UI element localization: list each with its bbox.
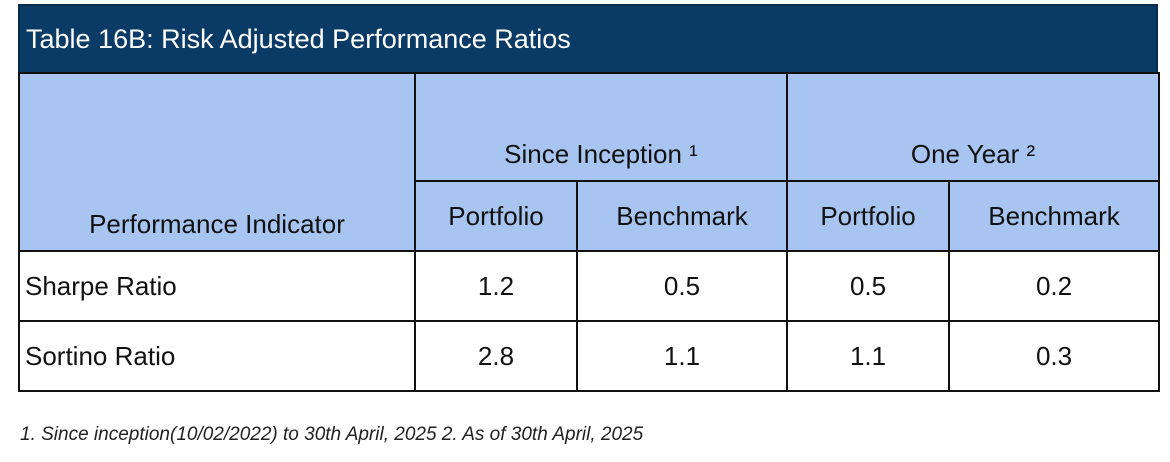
table-cell: 2.8 bbox=[414, 320, 578, 392]
header-since-inception: Since Inception ¹ bbox=[413, 72, 789, 182]
header-portfolio: Portfolio bbox=[414, 180, 578, 252]
header-benchmark: Benchmark bbox=[948, 180, 1161, 252]
table-cell: 0.5 bbox=[786, 250, 951, 322]
header-portfolio: Portfolio bbox=[786, 180, 951, 252]
table-cell: 0.5 bbox=[575, 250, 789, 322]
table-cell: 1.1 bbox=[575, 320, 789, 392]
table-title: Table 16B: Risk Adjusted Performance Rat… bbox=[18, 4, 1158, 72]
performance-table-container: Table 16B: Risk Adjusted Performance Rat… bbox=[18, 4, 1161, 392]
footnote: 1. Since inception(10/02/2022) to 30th A… bbox=[20, 424, 644, 445]
ratios-table: Performance Indicator Since Inception ¹ … bbox=[18, 72, 1161, 392]
table-row: Sharpe Ratio 1.2 0.5 0.5 0.2 bbox=[18, 250, 1161, 322]
row-label: Sharpe Ratio bbox=[18, 250, 416, 322]
table-cell: 1.2 bbox=[414, 250, 578, 322]
header-performance-indicator: Performance Indicator bbox=[18, 72, 416, 252]
header-benchmark: Benchmark bbox=[575, 180, 789, 252]
table-cell: 0.2 bbox=[948, 250, 1161, 322]
table-cell: 1.1 bbox=[786, 320, 951, 392]
header-one-year: One Year ² bbox=[786, 72, 1161, 182]
row-label: Sortino Ratio bbox=[18, 320, 416, 392]
table-cell: 0.3 bbox=[948, 320, 1161, 392]
table-row: Sortino Ratio 2.8 1.1 1.1 0.3 bbox=[18, 320, 1161, 392]
